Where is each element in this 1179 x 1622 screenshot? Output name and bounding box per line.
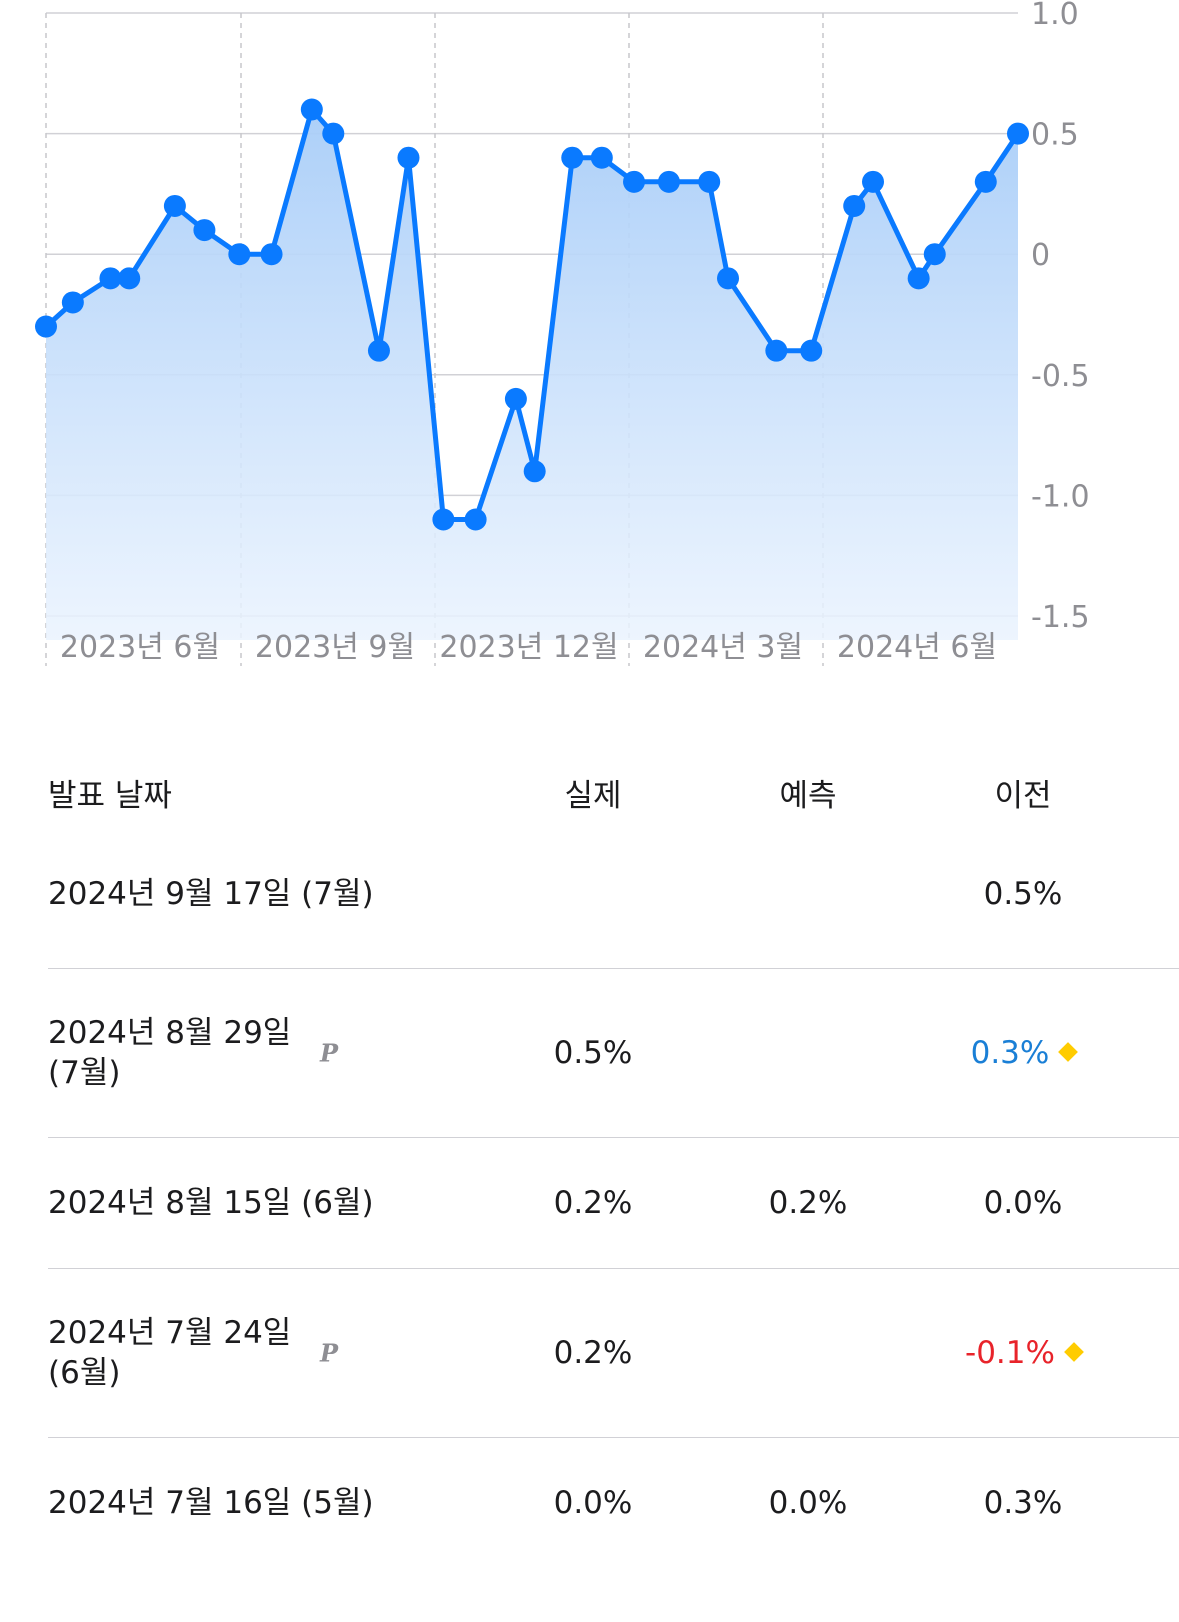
table-row[interactable]: 2024년 8월 29일 (7월) P 0.5% 0.3% xyxy=(48,968,1179,1137)
actual-value: 0.2% xyxy=(553,1335,633,1371)
revised-diamond-icon xyxy=(1058,1041,1079,1062)
revised-diamond-icon xyxy=(1064,1341,1084,1362)
previous-value-text: -0.1% xyxy=(965,1335,1055,1371)
header-actual: 실제 xyxy=(564,778,622,814)
release-date: 2024년 7월 16일 (5월) xyxy=(48,1485,374,1521)
release-date: 2024년 8월 15일 (6월) xyxy=(48,1185,374,1221)
data-point[interactable] xyxy=(907,267,930,290)
forecast-value: 0.0% xyxy=(768,1485,848,1521)
data-point[interactable] xyxy=(974,170,997,193)
previous-value: 0.0% xyxy=(953,1185,1093,1221)
data-point[interactable] xyxy=(300,98,323,121)
data-point[interactable] xyxy=(504,387,527,410)
actual-value: 0.0% xyxy=(553,1485,633,1521)
preliminary-icon: P xyxy=(320,1038,339,1068)
data-point[interactable] xyxy=(657,170,680,193)
x-tick-label: 2023년 12월 xyxy=(439,630,618,665)
data-point[interactable] xyxy=(523,460,546,483)
data-point[interactable] xyxy=(193,219,216,242)
header-date: 발표 날짜 xyxy=(48,778,172,814)
y-tick-label: -0.5 xyxy=(1031,359,1090,394)
data-point[interactable] xyxy=(397,146,420,169)
data-point[interactable] xyxy=(561,146,584,169)
previous-value-text: 0.3% xyxy=(983,1485,1063,1521)
x-tick-label: 2024년 3월 xyxy=(643,630,803,665)
table-row[interactable]: 2024년 8월 15일 (6월) 0.2% 0.2% 0.0% xyxy=(48,1137,1179,1268)
release-date: 2024년 9월 17일 (7월) xyxy=(48,876,374,912)
data-point[interactable] xyxy=(717,267,740,290)
table-row[interactable]: 2024년 7월 24일 (6월) P 0.2% -0.1% xyxy=(48,1268,1179,1437)
y-tick-label: 0.5 xyxy=(1031,118,1079,153)
previous-value: 0.3% xyxy=(953,1035,1093,1071)
data-point[interactable] xyxy=(35,315,57,338)
data-point[interactable] xyxy=(1007,122,1029,145)
data-point[interactable] xyxy=(923,243,946,266)
data-point[interactable] xyxy=(862,170,885,193)
y-tick-label: -1.0 xyxy=(1031,479,1090,514)
y-tick-label: 1.0 xyxy=(1031,0,1079,32)
forecast-value: 0.2% xyxy=(768,1185,848,1221)
preliminary-icon: P xyxy=(320,1338,339,1368)
data-point[interactable] xyxy=(163,194,186,217)
previous-value-text: 0.0% xyxy=(983,1185,1063,1221)
table-row[interactable]: 2024년 9월 17일 (7월) 0.5% xyxy=(48,820,1179,968)
indicator-table: 발표 날짜 실제 예측 이전 2024년 9월 17일 (7월) 0.5% 2024… xyxy=(48,760,1179,1568)
data-point[interactable] xyxy=(367,339,390,362)
data-point[interactable] xyxy=(61,291,84,314)
data-point[interactable] xyxy=(118,267,141,290)
y-tick-label: -1.5 xyxy=(1031,600,1090,635)
data-point[interactable] xyxy=(260,243,283,266)
data-point[interactable] xyxy=(765,339,788,362)
previous-value: 0.3% xyxy=(953,1485,1093,1521)
table-row[interactable]: 2024년 7월 16일 (5월) 0.0% 0.0% 0.3% xyxy=(48,1437,1179,1568)
release-date: 2024년 7월 24일 (6월) xyxy=(48,1315,292,1391)
data-point[interactable] xyxy=(228,243,251,266)
y-tick-label: 0 xyxy=(1031,238,1050,273)
previous-value-text: 0.5% xyxy=(983,876,1063,912)
data-point[interactable] xyxy=(800,339,823,362)
table-header: 발표 날짜 실제 예측 이전 xyxy=(48,760,1179,820)
header-forecast: 예측 xyxy=(779,778,837,814)
x-tick-label: 2023년 6월 xyxy=(60,630,220,665)
release-date: 2024년 8월 29일 (7월) xyxy=(48,1015,292,1091)
header-previous: 이전 xyxy=(994,778,1052,814)
data-point[interactable] xyxy=(322,122,345,145)
data-point[interactable] xyxy=(590,146,613,169)
previous-value: 0.5% xyxy=(953,876,1093,912)
data-point[interactable] xyxy=(698,170,721,193)
previous-value: -0.1% xyxy=(953,1335,1093,1371)
data-point[interactable] xyxy=(99,267,122,290)
actual-value: 0.5% xyxy=(553,1035,633,1071)
data-point[interactable] xyxy=(464,508,487,531)
x-tick-label: 2023년 9월 xyxy=(255,630,415,665)
economic-indicator-chart: 1.0 0.5 0 -0.5 -1.0 -1.5 2023년 6월 2023년 9월 2023년… xyxy=(35,0,1090,666)
data-point[interactable] xyxy=(623,170,646,193)
actual-value: 0.2% xyxy=(553,1185,633,1221)
data-point[interactable] xyxy=(843,194,866,217)
x-tick-label: 2024년 6월 xyxy=(837,630,997,665)
series-area xyxy=(46,109,1018,640)
previous-value-text: 0.3% xyxy=(970,1035,1050,1071)
data-point[interactable] xyxy=(432,508,455,531)
